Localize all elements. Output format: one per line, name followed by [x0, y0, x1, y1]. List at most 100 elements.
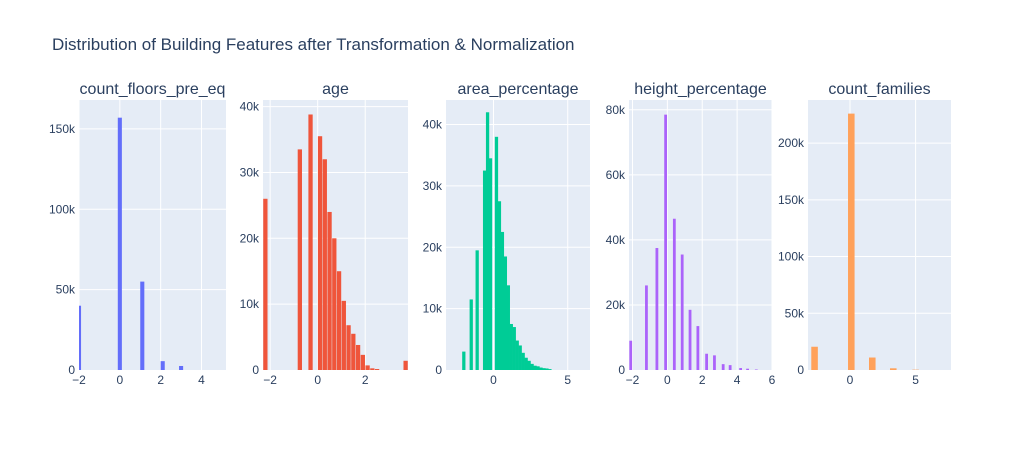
y-tick-label: 60k — [606, 168, 626, 182]
histogram-bar — [503, 256, 508, 370]
histogram-bar — [160, 361, 165, 370]
histogram-bar — [518, 345, 522, 370]
histogram-bar — [360, 354, 365, 370]
histogram-bar — [500, 231, 505, 370]
histogram-bar — [341, 300, 346, 370]
histogram-bar — [336, 271, 342, 370]
y-tick-label: 30k — [240, 165, 260, 179]
x-tick-label: 5 — [912, 373, 919, 387]
histogram-bar — [475, 250, 479, 370]
y-tick-label: 20k — [423, 240, 443, 254]
y-tick-label: 10k — [240, 297, 260, 311]
histogram-bar — [263, 198, 268, 370]
y-tick-label: 40k — [606, 233, 626, 247]
histogram-bar — [848, 113, 855, 370]
histogram-bar — [524, 357, 528, 370]
plot-area — [79, 100, 226, 370]
y-tick-label: 100k — [49, 202, 76, 216]
histogram-bar — [811, 346, 818, 370]
subplot-age: 0 10k 20k 30k 40k −2 0 2 age — [240, 81, 408, 387]
histogram-bar — [889, 368, 897, 370]
x-tick-label: 4 — [198, 373, 205, 387]
histogram-bar — [117, 117, 122, 370]
histogram-bar — [746, 368, 749, 370]
histogram-bar — [308, 114, 313, 370]
histogram-bar — [521, 352, 525, 370]
x-tick-label: 6 — [769, 373, 776, 387]
histogram-bar — [728, 365, 732, 370]
subplot-title: height_percentage — [634, 81, 767, 98]
histogram-bar — [542, 368, 546, 370]
histogram-bar — [351, 333, 356, 370]
histogram-bar — [696, 326, 700, 370]
histogram-bar — [655, 248, 659, 370]
x-tick-label: 0 — [490, 373, 497, 387]
histogram-bar — [485, 112, 490, 370]
plot-area — [629, 100, 772, 370]
histogram-bar — [664, 114, 668, 371]
histogram-bar — [539, 367, 543, 370]
subplot-area-percentage: 0 10k 20k 30k 40k 0 5 area_percentage — [423, 81, 590, 387]
histogram-bar — [332, 238, 337, 370]
histogram-bar — [140, 281, 145, 370]
histogram-bar — [506, 285, 510, 370]
figure-title: Distribution of Building Features after … — [52, 35, 575, 54]
histogram-bar — [179, 365, 184, 370]
y-tick-label: 0 — [68, 363, 75, 377]
histogram-bar — [530, 363, 534, 370]
y-tick-label: 0 — [797, 363, 804, 377]
histogram-bar — [721, 364, 725, 370]
y-tick-label: 80k — [606, 103, 626, 117]
x-tick-label: 0 — [116, 373, 123, 387]
histogram-bar — [533, 365, 537, 370]
histogram-bar — [713, 355, 716, 370]
histogram-bar — [469, 299, 473, 370]
y-tick-label: 150k — [49, 122, 76, 136]
histogram-bar — [705, 353, 708, 370]
histogram-bar — [79, 305, 82, 370]
x-tick-label: 5 — [564, 373, 571, 387]
x-tick-label: −2 — [72, 373, 86, 387]
histogram-bar — [322, 159, 327, 370]
histogram-bar — [672, 218, 676, 370]
histogram-bar — [680, 254, 684, 370]
plot-area — [808, 100, 951, 370]
y-tick-label: 150k — [778, 193, 805, 207]
y-tick-label: 0 — [618, 363, 625, 377]
histogram-bar — [370, 368, 375, 370]
histogram-bar — [515, 340, 519, 370]
histogram-bar — [527, 360, 531, 370]
y-tick-label: 20k — [606, 298, 626, 312]
histogram-bar — [629, 340, 633, 370]
y-tick-label: 20k — [240, 231, 260, 245]
histogram-bar — [536, 366, 540, 370]
y-tick-label: 40k — [423, 118, 443, 132]
histogram-bar — [297, 149, 302, 370]
x-tick-label: 0 — [314, 373, 321, 387]
histogram-bar — [688, 309, 692, 370]
histogram-bar — [374, 369, 380, 370]
histogram-bar — [403, 360, 408, 370]
x-tick-label: 0 — [664, 373, 671, 387]
histogram-bar — [317, 136, 323, 370]
histogram-bar — [482, 170, 487, 370]
histogram-bar — [327, 211, 332, 370]
y-tick-label: 50k — [785, 306, 805, 320]
histogram-bar — [355, 344, 361, 370]
histogram-bar — [462, 351, 466, 370]
histogram-bar — [548, 369, 552, 370]
y-tick-label: 50k — [56, 283, 76, 297]
histogram-bar — [869, 357, 876, 370]
x-tick-label: 4 — [734, 373, 741, 387]
y-tick-label: 0 — [252, 363, 259, 377]
y-tick-label: 200k — [778, 136, 805, 150]
x-tick-label: −2 — [263, 373, 277, 387]
y-tick-label: 10k — [423, 302, 443, 316]
histogram-bar — [509, 323, 513, 370]
plot-area — [446, 100, 590, 370]
x-tick-label: 0 — [847, 373, 854, 387]
y-tick-label: 100k — [778, 250, 805, 264]
histogram-bar — [488, 158, 493, 370]
